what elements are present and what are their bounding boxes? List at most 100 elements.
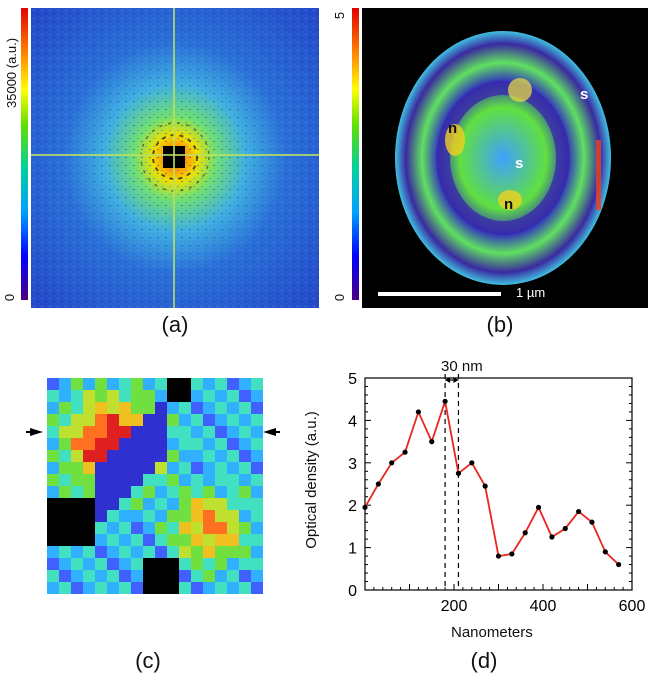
pixel: [179, 402, 191, 414]
pixel: [131, 438, 143, 450]
data-point: [469, 460, 475, 466]
pixel: [95, 414, 107, 426]
pixel: [107, 414, 119, 426]
pixel: [95, 438, 107, 450]
pixel: [155, 450, 167, 462]
pixel: [167, 426, 179, 438]
pixel: [119, 402, 131, 414]
data-point: [362, 504, 368, 510]
pixel: [95, 546, 107, 558]
annotation-n-1: n: [448, 120, 458, 137]
pixel: [143, 498, 155, 510]
pixel: [47, 474, 59, 486]
pixel: [239, 426, 251, 438]
pixel: [107, 474, 119, 486]
pixel: [95, 486, 107, 498]
pixel: [191, 534, 203, 546]
y-tick-label: 0: [348, 583, 357, 600]
caption-b: (b): [486, 312, 514, 337]
pixel: [251, 486, 263, 498]
pixel: [71, 390, 83, 402]
pixel: [227, 558, 239, 570]
pixel: [215, 378, 227, 390]
pixel: [143, 570, 155, 582]
pixel: [155, 402, 167, 414]
pixel: [155, 510, 167, 522]
pixel: [143, 390, 155, 402]
pixel: [95, 474, 107, 486]
pixel: [71, 426, 83, 438]
pixel: [215, 522, 227, 534]
pixel: [203, 438, 215, 450]
pixel: [239, 474, 251, 486]
pixel: [251, 462, 263, 474]
pixel: [239, 522, 251, 534]
pixel: [143, 510, 155, 522]
pixel: [119, 546, 131, 558]
pixel: [239, 498, 251, 510]
pixel: [251, 582, 263, 594]
pixel: [215, 534, 227, 546]
pixel: [59, 582, 71, 594]
pixel: [191, 486, 203, 498]
pixel: [107, 390, 119, 402]
pixel: [107, 426, 119, 438]
pixel: [47, 390, 59, 402]
pixel: [203, 486, 215, 498]
pixel: [131, 474, 143, 486]
pixel: [215, 438, 227, 450]
pixel: [227, 378, 239, 390]
pixel: [179, 510, 191, 522]
data-point: [442, 398, 448, 404]
pixel: [167, 390, 179, 402]
y-tick-label: 4: [348, 413, 357, 430]
pixel: [95, 498, 107, 510]
pixel: [95, 378, 107, 390]
pixel: [131, 414, 143, 426]
pixel: [59, 510, 71, 522]
pixel: [179, 414, 191, 426]
annotation-n-2: n: [504, 196, 514, 213]
pixel: [203, 522, 215, 534]
pixel: [83, 570, 95, 582]
pixel: [155, 378, 167, 390]
annotation-s-1: s: [580, 86, 589, 103]
pixel: [239, 486, 251, 498]
pixel: [179, 426, 191, 438]
caption-a: (a): [161, 312, 189, 337]
pixel: [119, 414, 131, 426]
pixel: [59, 486, 71, 498]
pixel: [83, 414, 95, 426]
pixel: [59, 570, 71, 582]
pixel: [131, 522, 143, 534]
pixel: [215, 498, 227, 510]
pixel: [119, 486, 131, 498]
pixel: [71, 498, 83, 510]
pixel: [179, 582, 191, 594]
pixel: [59, 426, 71, 438]
pixel: [119, 390, 131, 402]
pixel: [203, 570, 215, 582]
arrowhead-right: [453, 377, 459, 383]
pixel: [119, 462, 131, 474]
pixel: [59, 450, 71, 462]
pixel: [203, 402, 215, 414]
pixel: [155, 390, 167, 402]
pixel: [179, 534, 191, 546]
pixel: [83, 498, 95, 510]
pixel: [191, 474, 203, 486]
pixel: [179, 498, 191, 510]
pixel: [107, 462, 119, 474]
pixel: [203, 450, 215, 462]
pixel: [251, 450, 263, 462]
pixel: [179, 522, 191, 534]
arrow-left-icon: [30, 428, 43, 436]
pixel: [179, 390, 191, 402]
annotation-s-2: s: [515, 155, 524, 172]
pixel: [47, 570, 59, 582]
pixel: [107, 558, 119, 570]
pixel: [203, 534, 215, 546]
pixel: [143, 546, 155, 558]
pixel: [143, 534, 155, 546]
pixel: [107, 534, 119, 546]
